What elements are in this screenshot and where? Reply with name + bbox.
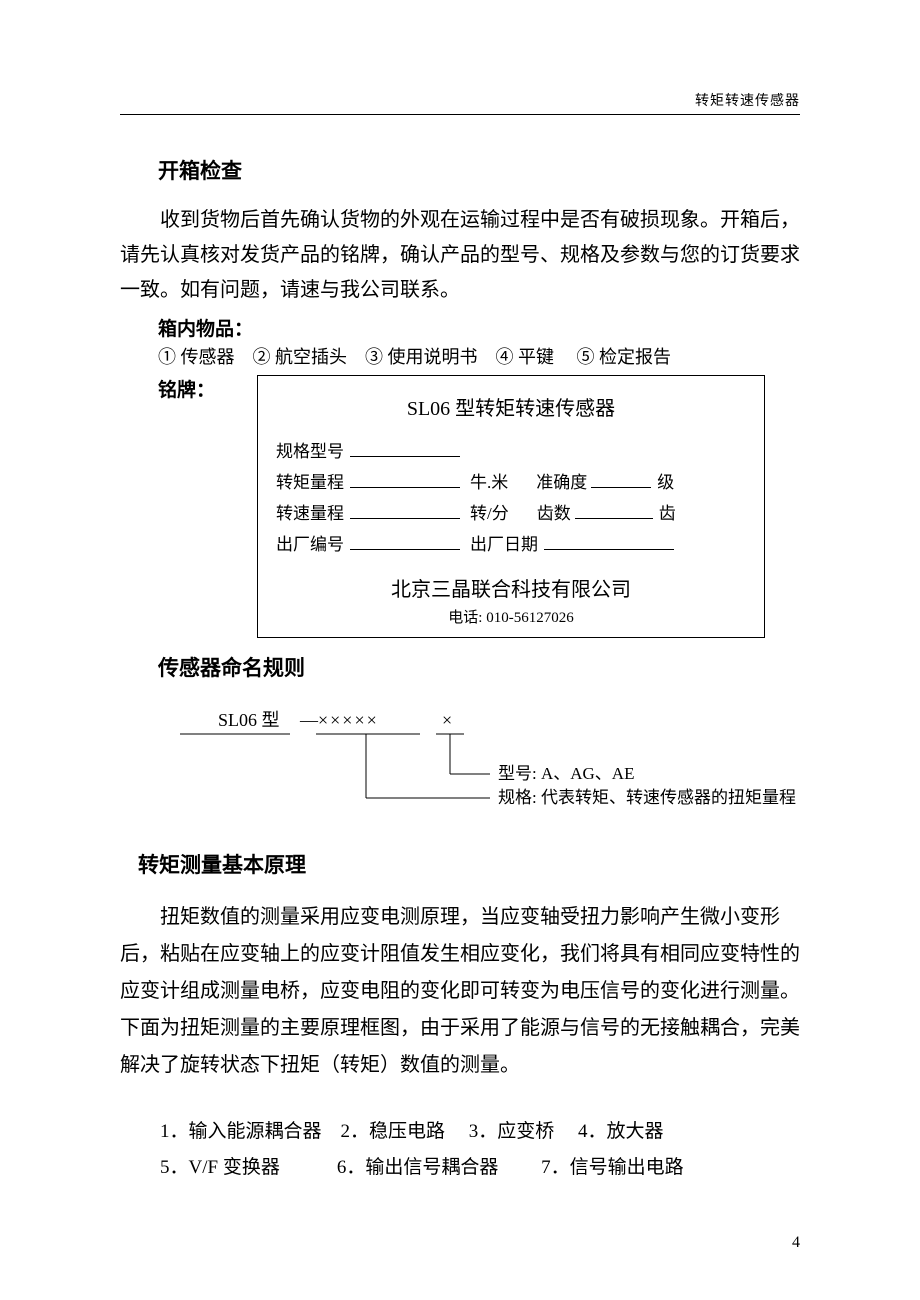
- items-line: ① 传感器 ② 航空插头 ③ 使用说明书 ④ 平键 ⑤ 检定报告: [158, 343, 800, 369]
- components-block: 1．输入能源耦合器 2．稳压电路 3．应变桥 4．放大器 5．V/F 变换器 6…: [160, 1114, 800, 1186]
- np-suffix-teeth: 齿: [659, 499, 676, 524]
- np-suffix-grade: 级: [657, 468, 674, 493]
- nameplate-company: 北京三晶联合科技有限公司: [276, 573, 746, 602]
- nameplate-box: SL06 型转矩转速传感器 规格型号 转矩量程 牛.米 准确度 级 转速量程 转…: [257, 375, 765, 638]
- header-right-text: 转矩转速传感器: [695, 94, 800, 109]
- np-blank-serial: [350, 530, 460, 550]
- np-label-date: 出厂日期: [470, 530, 538, 555]
- naming-dash: —: [299, 710, 319, 730]
- naming-diagram: SL06 型 — ××××× × 型号: A、AG、AE 规格: 代表转矩、转速…: [180, 708, 800, 818]
- page-header: 转矩转速传感器: [120, 90, 800, 115]
- naming-prefix: SL06 型: [218, 710, 280, 730]
- np-label-speed: 转速量程: [276, 499, 344, 524]
- unboxing-paragraph: 收到货物后首先确认货物的外观在运输过程中是否有破损现象。开箱后，请先认真核对发货…: [120, 203, 800, 308]
- section-title-naming: 传感器命名规则: [158, 652, 800, 682]
- section-title-principle: 转矩测量基本原理: [138, 849, 800, 879]
- naming-desc-1: 型号: A、AG、AE: [498, 764, 634, 783]
- np-blank-model: [350, 437, 460, 457]
- nameplate-row-3: 转速量程 转/分 齿数 齿: [276, 499, 746, 524]
- nameplate-row-2: 转矩量程 牛.米 准确度 级: [276, 468, 746, 493]
- np-blank-accuracy: [591, 468, 651, 488]
- nameplate-label: 铭牌：: [158, 375, 215, 402]
- naming-x5: ×××××: [318, 710, 379, 730]
- np-label-model: 规格型号: [276, 437, 344, 462]
- nameplate-row: 铭牌： SL06 型转矩转速传感器 规格型号 转矩量程 牛.米 准确度 级 转速…: [158, 375, 800, 638]
- page-number: 4: [792, 1234, 800, 1252]
- np-blank-date: [544, 530, 674, 550]
- components-line-2: 5．V/F 变换器 6．输出信号耦合器 7．信号输出电路: [160, 1150, 800, 1186]
- np-label-torque: 转矩量程: [276, 468, 344, 493]
- np-unit-torque: 牛.米: [470, 468, 508, 493]
- nameplate-row-4: 出厂编号 出厂日期: [276, 530, 746, 555]
- np-label-teeth: 齿数: [537, 499, 571, 524]
- np-label-serial: 出厂编号: [276, 530, 344, 555]
- np-blank-speed: [350, 499, 460, 519]
- np-blank-teeth: [575, 499, 653, 519]
- naming-desc-2: 规格: 代表转矩、转速传感器的扭矩量程: [498, 788, 796, 807]
- principle-paragraph: 扭矩数值的测量采用应变电测原理，当应变轴受扭力影响产生微小变形后，粘贴在应变轴上…: [120, 899, 800, 1084]
- components-line-1: 1．输入能源耦合器 2．稳压电路 3．应变桥 4．放大器: [160, 1114, 800, 1150]
- naming-x1: ×: [442, 710, 452, 730]
- items-label: 箱内物品：: [158, 314, 800, 341]
- page-content: 转矩转速传感器 开箱检查 收到货物后首先确认货物的外观在运输过程中是否有破损现象…: [120, 90, 800, 1186]
- section-title-unboxing: 开箱检查: [158, 155, 800, 185]
- np-unit-speed: 转/分: [470, 499, 509, 524]
- nameplate-phone: 电话: 010-56127026: [276, 606, 746, 627]
- nameplate-row-1: 规格型号: [276, 437, 746, 462]
- nameplate-title: SL06 型转矩转速传感器: [276, 392, 746, 421]
- np-label-accuracy: 准确度: [536, 468, 587, 493]
- np-blank-torque: [350, 468, 460, 488]
